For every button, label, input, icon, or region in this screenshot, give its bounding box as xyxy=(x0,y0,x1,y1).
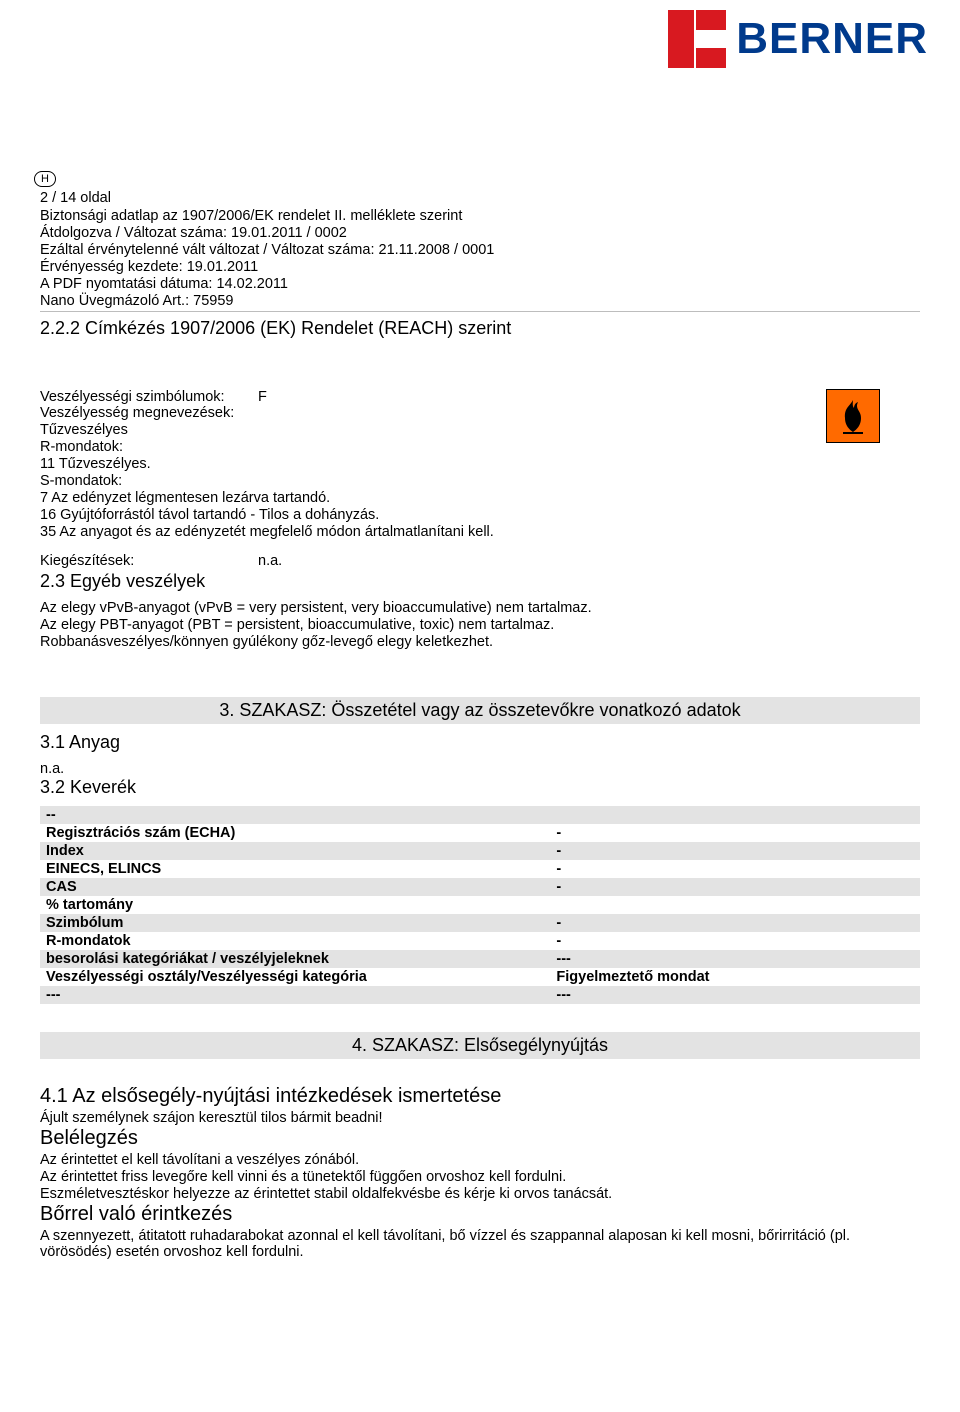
language-badge: H xyxy=(34,171,56,187)
supplement-value: n.a. xyxy=(258,553,282,569)
section-4-bar: 4. SZAKASZ: Elsősegélynyújtás xyxy=(40,1032,920,1059)
table-cell-value: Figyelmeztető mondat xyxy=(550,968,920,986)
table-cell-key: Index xyxy=(40,842,550,860)
document-meta: 2 / 14 oldal Biztonsági adatlap az 1907/… xyxy=(40,190,920,309)
page-number: 2 / 14 oldal xyxy=(40,190,920,206)
table-row: Regisztrációs szám (ECHA)- xyxy=(40,824,920,842)
s23-line-3: Robbanásveszélyes/könnyen gyúlékony gőz-… xyxy=(40,634,920,650)
r-phrases-label: R-mondatok: xyxy=(40,439,920,455)
section-2-3-title: 2.3 Egyéb veszélyek xyxy=(40,571,920,592)
s4-line-1: Ájult személynek szájon keresztül tilos … xyxy=(40,1110,920,1126)
table-row: EINECS, ELINCS- xyxy=(40,860,920,878)
section-3-2-title: 3.2 Keverék xyxy=(40,777,920,798)
logo-text: BERNER xyxy=(736,14,928,64)
table-row: -- xyxy=(40,806,920,824)
table-row: Szimbólum- xyxy=(40,914,920,932)
meta-product: Nano Üvegmázoló Art.: 75959 xyxy=(40,293,920,309)
s4-line-3: Az érintettet friss levegőre kell vinni … xyxy=(40,1169,920,1185)
section-3-1-na: n.a. xyxy=(40,761,920,777)
section-3-bar: 3. SZAKASZ: Összetétel vagy az összetevő… xyxy=(40,697,920,724)
section-2-2-2-title: 2.2.2 Címkézés 1907/2006 (EK) Rendelet (… xyxy=(40,318,920,339)
table-cell-key: --- xyxy=(40,986,550,1004)
supplement-label: Kiegészítések: xyxy=(40,553,250,569)
section-4-inhalation: Belélegzés xyxy=(40,1127,920,1150)
s23-line-2: Az elegy PBT-anyagot (PBT = persistent, … xyxy=(40,617,920,633)
hazard-name-value: Tűzveszélyes xyxy=(40,422,920,438)
s-phrase-1: 7 Az edényzet légmentesen lezárva tartan… xyxy=(40,490,920,506)
table-row: besorolási kategóriákat / veszélyjelekne… xyxy=(40,950,920,968)
s4-line-2: Az érintettet el kell távolítani a veszé… xyxy=(40,1152,920,1168)
s4-line-5: A szennyezett, átitatott ruhadarabokat a… xyxy=(40,1228,920,1260)
logo-mark-icon xyxy=(668,10,726,68)
divider xyxy=(40,311,920,312)
table-cell-value: - xyxy=(550,824,920,842)
table-row: Index- xyxy=(40,842,920,860)
table-cell-key: Szimbólum xyxy=(40,914,550,932)
table-cell-value xyxy=(550,806,920,824)
s-phrases-label: S-mondatok: xyxy=(40,473,920,489)
table-cell-value: - xyxy=(550,914,920,932)
section-3-1-title: 3.1 Anyag xyxy=(40,732,920,753)
composition-table: --Regisztrációs szám (ECHA)-Index-EINECS… xyxy=(40,806,920,1004)
table-cell-key: CAS xyxy=(40,878,550,896)
table-cell-key: -- xyxy=(40,806,550,824)
table-row: CAS- xyxy=(40,878,920,896)
meta-title: Biztonsági adatlap az 1907/2006/EK rende… xyxy=(40,208,920,224)
hazard-symbol-value: F xyxy=(258,389,267,405)
table-row: % tartomány xyxy=(40,896,920,914)
table-row: R-mondatok- xyxy=(40,932,920,950)
table-cell-value xyxy=(550,896,920,914)
table-cell-value: - xyxy=(550,842,920,860)
hazard-name-label: Veszélyesség megnevezések: xyxy=(40,405,920,421)
s-phrase-3: 35 Az anyagot és az edényzetét megfelelő… xyxy=(40,524,920,540)
table-cell-key: EINECS, ELINCS xyxy=(40,860,550,878)
brand-logo: BERNER xyxy=(668,10,928,68)
section-4-skin: Bőrrel való érintkezés xyxy=(40,1203,920,1226)
s-phrase-2: 16 Gyújtóforrástól távol tartandó - Tilo… xyxy=(40,507,920,523)
table-cell-key: Regisztrációs szám (ECHA) xyxy=(40,824,550,842)
s4-line-4: Eszméletvesztéskor helyezze az érintette… xyxy=(40,1186,920,1202)
r-phrase-1: 11 Tűzveszélyes. xyxy=(40,456,920,472)
table-cell-key: R-mondatok xyxy=(40,932,550,950)
table-cell-value: --- xyxy=(550,950,920,968)
flame-hazard-icon xyxy=(826,389,880,443)
table-cell-value: - xyxy=(550,932,920,950)
table-row: Veszélyességi osztály/Veszélyességi kate… xyxy=(40,968,920,986)
s23-line-1: Az elegy vPvB-anyagot (vPvB = very persi… xyxy=(40,600,920,616)
meta-valid-from: Érvényesség kezdete: 19.01.2011 xyxy=(40,259,920,275)
meta-print-date: A PDF nyomtatási dátuma: 14.02.2011 xyxy=(40,276,920,292)
meta-revision: Átdolgozva / Változat száma: 19.01.2011 … xyxy=(40,225,920,241)
table-cell-value: - xyxy=(550,878,920,896)
table-cell-value: --- xyxy=(550,986,920,1004)
table-row: ------ xyxy=(40,986,920,1004)
table-cell-value: - xyxy=(550,860,920,878)
hazard-symbol-label: Veszélyességi szimbólumok: xyxy=(40,389,250,405)
table-cell-key: besorolási kategóriákat / veszélyjelekne… xyxy=(40,950,550,968)
table-cell-key: % tartomány xyxy=(40,896,550,914)
table-cell-key: Veszélyességi osztály/Veszélyességi kate… xyxy=(40,968,550,986)
section-4-1-title: 4.1 Az elsősegély-nyújtási intézkedések … xyxy=(40,1085,920,1108)
meta-supersedes: Ezáltal érvénytelenné vált változat / Vá… xyxy=(40,242,920,258)
